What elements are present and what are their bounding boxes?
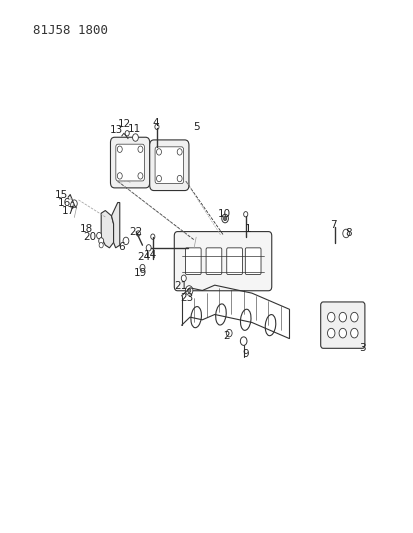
FancyBboxPatch shape — [116, 144, 145, 181]
Text: 81J58 1800: 81J58 1800 — [33, 24, 108, 37]
Text: 21: 21 — [174, 281, 188, 290]
Circle shape — [138, 146, 143, 152]
Text: 12: 12 — [118, 119, 131, 128]
Ellipse shape — [240, 309, 251, 330]
Text: 15: 15 — [55, 190, 68, 199]
Circle shape — [343, 229, 349, 238]
Circle shape — [97, 232, 102, 239]
Text: 24: 24 — [138, 252, 151, 262]
Circle shape — [151, 234, 155, 239]
Circle shape — [351, 312, 358, 322]
Circle shape — [157, 175, 161, 182]
Text: 22: 22 — [129, 227, 142, 237]
Circle shape — [155, 124, 159, 130]
Circle shape — [117, 146, 122, 152]
Circle shape — [185, 286, 193, 295]
Circle shape — [226, 329, 232, 337]
Text: 4: 4 — [153, 118, 159, 127]
Ellipse shape — [191, 306, 202, 328]
Circle shape — [351, 328, 358, 338]
FancyBboxPatch shape — [155, 147, 183, 183]
Ellipse shape — [71, 202, 74, 208]
Text: 11: 11 — [128, 124, 141, 134]
Text: 6: 6 — [118, 243, 125, 252]
Text: 2: 2 — [223, 331, 230, 341]
FancyBboxPatch shape — [321, 302, 365, 349]
Circle shape — [138, 173, 143, 179]
Circle shape — [328, 328, 335, 338]
Circle shape — [123, 237, 129, 245]
Polygon shape — [112, 203, 120, 248]
Circle shape — [177, 175, 182, 182]
FancyBboxPatch shape — [206, 248, 222, 274]
Circle shape — [136, 231, 140, 236]
Circle shape — [133, 134, 138, 141]
Circle shape — [140, 264, 145, 271]
Polygon shape — [101, 211, 114, 248]
FancyBboxPatch shape — [185, 248, 201, 274]
Circle shape — [188, 288, 191, 293]
Text: 16: 16 — [58, 198, 71, 207]
Circle shape — [99, 238, 104, 244]
Ellipse shape — [265, 314, 276, 336]
Circle shape — [177, 149, 182, 155]
Text: 18: 18 — [80, 224, 93, 234]
Text: 19: 19 — [134, 268, 147, 278]
Circle shape — [222, 214, 228, 223]
Circle shape — [328, 312, 335, 322]
FancyBboxPatch shape — [174, 231, 272, 291]
Circle shape — [117, 173, 122, 179]
Circle shape — [125, 131, 129, 136]
Text: 1: 1 — [244, 224, 251, 234]
Circle shape — [181, 275, 186, 281]
Circle shape — [146, 245, 151, 251]
FancyBboxPatch shape — [245, 248, 261, 274]
Circle shape — [244, 212, 248, 217]
Text: 8: 8 — [345, 228, 351, 238]
Text: 5: 5 — [193, 122, 199, 132]
FancyBboxPatch shape — [227, 248, 242, 274]
Text: 23: 23 — [180, 294, 193, 303]
Circle shape — [339, 328, 347, 338]
Text: 20: 20 — [83, 232, 97, 241]
Circle shape — [339, 312, 347, 322]
Circle shape — [240, 337, 247, 345]
Circle shape — [71, 200, 77, 207]
FancyBboxPatch shape — [150, 140, 189, 191]
Circle shape — [223, 216, 227, 221]
Text: 13: 13 — [110, 125, 123, 134]
FancyBboxPatch shape — [111, 138, 150, 188]
Text: 3: 3 — [359, 343, 366, 353]
Text: 10: 10 — [218, 209, 231, 219]
Ellipse shape — [216, 304, 226, 325]
Text: 17: 17 — [62, 206, 75, 215]
Text: 7: 7 — [330, 220, 337, 230]
Circle shape — [157, 149, 161, 155]
Circle shape — [99, 243, 103, 248]
Text: 14: 14 — [144, 250, 157, 260]
Text: 9: 9 — [242, 349, 249, 359]
